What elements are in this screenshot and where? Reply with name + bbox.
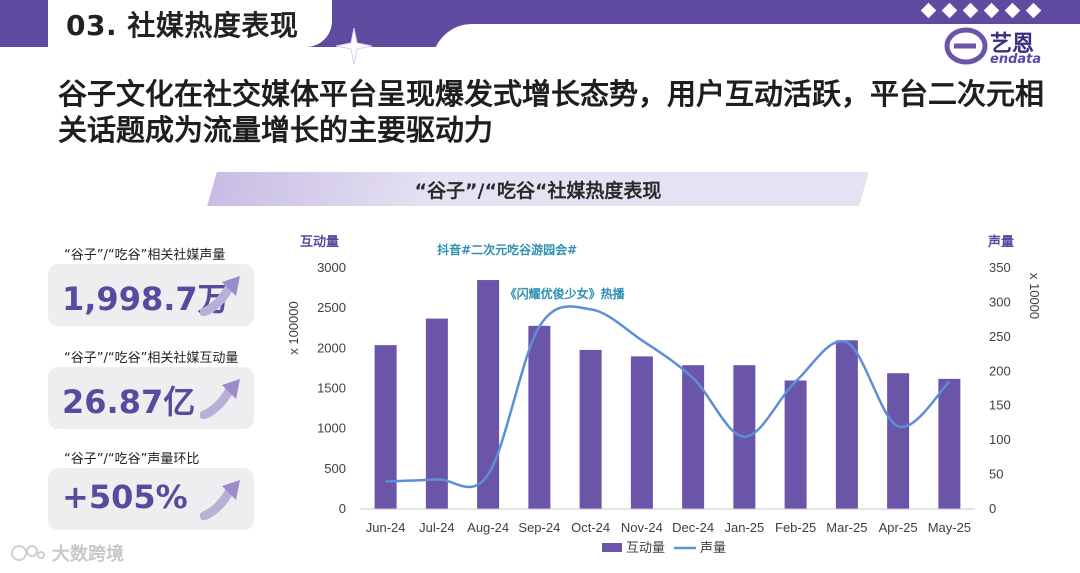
left-axis-title: 互动量 — [300, 235, 339, 250]
bar-interaction — [579, 349, 602, 509]
x-axis-tick-label: Mar-25 — [826, 520, 867, 535]
legend-label: 互动量 — [626, 540, 665, 555]
x-axis-tick-label: Dec-24 — [672, 520, 714, 535]
kpi-card: +505% — [48, 468, 254, 530]
bar-interaction — [682, 365, 705, 509]
bar-interaction — [784, 380, 807, 509]
endata-logo-icon — [944, 27, 988, 65]
bar-interaction — [477, 280, 500, 509]
right-axis-title: 声量 — [987, 234, 1014, 250]
right-axis-tick-label: 200 — [989, 363, 1011, 378]
legend-label: 声量 — [700, 540, 726, 555]
trend-up-arrow-icon — [200, 276, 240, 316]
right-axis-unit: x 10000 — [1027, 273, 1042, 319]
bar-interaction — [887, 373, 910, 509]
social-heat-chart: 0 500 1000 1500 2000 2500 3000 0 50 100 150 200 250… — [286, 234, 1042, 555]
decorative-diamonds — [920, 2, 1042, 19]
left-axis-tick-label: 500 — [324, 461, 346, 476]
left-axis-tick-label: 3000 — [317, 260, 346, 275]
right-axis-tick-label: 50 — [989, 467, 1003, 482]
x-axis-tick-label: May-25 — [928, 520, 971, 535]
sparkle-icon — [335, 27, 373, 65]
x-axis-tick-label: Feb-25 — [775, 520, 816, 535]
kpi-label: “谷子”/“吃谷”相关社媒声量 — [64, 248, 226, 263]
left-axis-unit: x 100000 — [286, 301, 301, 355]
kpi-label: “谷子”/“吃谷”声量环比 — [64, 452, 200, 467]
kpi-value: +505% — [62, 478, 188, 516]
headline: 谷子文化在社交媒体平台呈现爆发式增长态势，用户互动活跃，平台二次元相关话题成为流… — [58, 77, 1045, 147]
right-axis-tick-label: 300 — [989, 294, 1011, 309]
kpi-card: 1,998.7万 — [48, 264, 254, 326]
banner-title: “谷子”/“吃谷“社媒热度表现 — [414, 179, 662, 202]
bar-interaction — [630, 356, 653, 509]
x-axis-tick-label: Nov-24 — [621, 520, 663, 535]
left-axis-tick-label: 1000 — [317, 421, 346, 436]
section-tab: 03. 社媒热度表现 — [48, 0, 332, 47]
section-title: 03. 社媒热度表现 — [66, 8, 299, 42]
bar-interaction — [528, 325, 551, 509]
diamond-icon — [983, 2, 1000, 19]
logo-en: endata — [990, 52, 1042, 67]
diamond-icon — [1004, 2, 1021, 19]
left-axis-tick-label: 2000 — [317, 340, 346, 355]
bar-interaction — [374, 345, 397, 509]
logo-cn: 艺恩 — [990, 32, 1035, 57]
diamond-icon — [962, 2, 979, 19]
bar-interaction — [425, 318, 448, 509]
right-axis-tick-label: 350 — [989, 260, 1011, 275]
trend-up-arrow-icon — [200, 379, 240, 419]
kpi-value: 26.87亿 — [62, 383, 196, 421]
chart-annotation: 抖音#二次元吃谷游园会# — [437, 242, 577, 257]
left-axis-tick-label: 2500 — [317, 300, 346, 315]
x-axis-tick-label: Jan-25 — [725, 520, 765, 535]
diamond-icon — [941, 2, 958, 19]
bar-interaction — [938, 378, 961, 509]
right-axis-tick-label: 100 — [989, 432, 1011, 447]
header-curve — [432, 24, 1080, 84]
watermark-logo-icon — [11, 545, 45, 561]
kpi-label: “谷子”/“吃谷”相关社媒互动量 — [64, 351, 239, 366]
x-axis-tick-label: Sep-24 — [518, 520, 560, 535]
right-axis-tick-label: 250 — [989, 329, 1011, 344]
right-axis-tick-label: 0 — [989, 501, 996, 516]
diamond-icon — [920, 2, 937, 19]
legend-bar-swatch — [602, 543, 622, 552]
watermark: 大数跨境 — [10, 540, 124, 566]
right-axis-tick-label: 150 — [989, 398, 1011, 413]
chart-annotation: 《闪耀优俊少女》热播 — [505, 286, 626, 301]
left-axis-tick-label: 1500 — [317, 381, 346, 396]
x-axis-tick-label: Aug-24 — [467, 520, 509, 535]
watermark-text: 大数跨境 — [52, 544, 124, 565]
series-line-voice — [385, 305, 951, 489]
x-axis-tick-label: Oct-24 — [571, 520, 610, 535]
diamond-icon — [1025, 2, 1042, 19]
kpi-card: 26.87亿 — [48, 367, 254, 429]
bar-interaction — [835, 340, 858, 509]
x-axis-tick-label: Jul-24 — [419, 520, 454, 535]
x-axis-tick-label: Jun-24 — [366, 520, 406, 535]
x-axis-tick-label: Apr-25 — [879, 520, 918, 535]
left-axis-tick-label: 0 — [339, 501, 346, 516]
trend-up-arrow-icon — [200, 480, 240, 520]
